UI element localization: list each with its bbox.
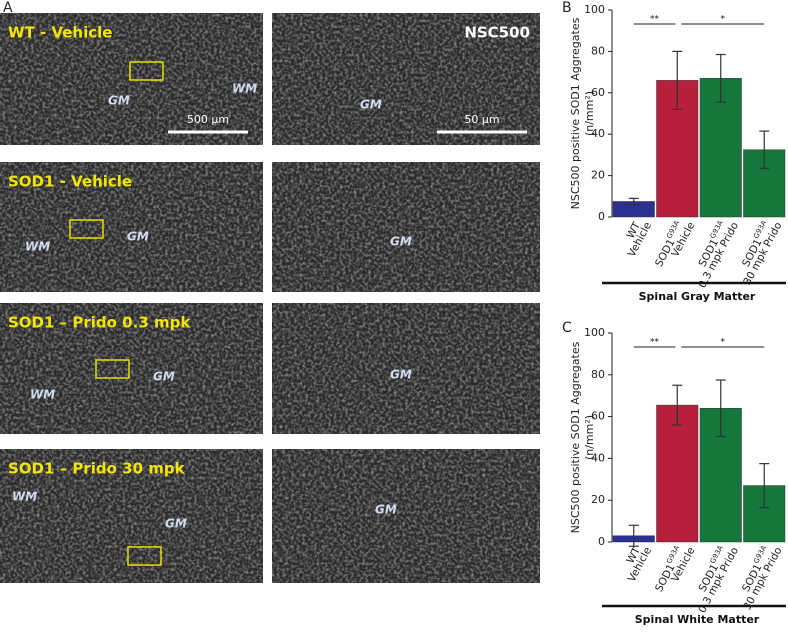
image-title: SOD1 – Prido 30 mpk	[8, 460, 186, 478]
roi-box	[69, 219, 104, 239]
image-title: NSC500	[464, 24, 530, 42]
region-label: GM	[108, 94, 130, 108]
y-tick-label: 80	[591, 44, 605, 57]
micrograph-texture	[272, 303, 540, 434]
significance-label: *	[721, 15, 726, 25]
micrograph-texture	[272, 13, 540, 145]
y-tick-label: 60	[591, 86, 605, 99]
micrograph-texture	[0, 303, 263, 434]
y-tick-label: 100	[584, 326, 605, 339]
micrograph-texture	[0, 449, 263, 583]
y-tick-label: 100	[584, 3, 605, 16]
y-axis-label: (n/mm²)	[583, 415, 596, 460]
region-label: WM	[25, 240, 50, 254]
region-label: WM	[30, 388, 55, 402]
micrograph-texture	[272, 449, 540, 583]
region-label: GM	[153, 370, 175, 384]
y-axis-label: NSC500 positive SOD1 Aggregates	[569, 341, 582, 533]
panel-label: B	[562, 0, 572, 16]
panel-label: C	[562, 320, 572, 336]
y-tick-label: 40	[591, 451, 605, 464]
y-tick-label: 80	[591, 368, 605, 381]
micrograph-texture	[272, 162, 540, 292]
region-label: GM	[165, 517, 187, 531]
image-title: WT - Vehicle	[8, 24, 112, 42]
y-tick-label: 20	[591, 493, 605, 506]
y-tick-label: 20	[591, 169, 605, 182]
y-axis-label: NSC500 positive SOD1 Aggregates	[569, 17, 582, 209]
image-title: SOD1 - Vehicle	[8, 173, 132, 191]
y-tick-label: 60	[591, 410, 605, 423]
y-tick-label: 40	[591, 127, 605, 140]
region-label: WM	[232, 82, 257, 96]
roi-box	[95, 359, 130, 379]
scale-bar-label: 50 µm	[464, 113, 499, 126]
region-label: GM	[360, 98, 382, 112]
panel-label: A	[3, 0, 13, 16]
roi-box	[127, 546, 162, 566]
y-tick-label: 0	[598, 210, 605, 223]
region-label: WM	[12, 490, 37, 504]
significance-label: **	[650, 338, 660, 348]
region-label: GM	[390, 235, 412, 249]
image-title: SOD1 – Prido 0.3 mpk	[8, 314, 191, 332]
region-label: GM	[390, 368, 412, 382]
significance-label: **	[650, 15, 660, 25]
x-axis-label: Spinal White Matter	[635, 613, 760, 626]
x-axis-label: Spinal Gray Matter	[639, 290, 756, 303]
region-label: GM	[127, 230, 149, 244]
y-axis-label: (n/mm²)	[583, 91, 596, 136]
micrograph-texture	[0, 13, 263, 145]
roi-box	[129, 61, 164, 81]
significance-label: *	[721, 338, 726, 348]
micrograph-texture	[0, 162, 263, 292]
region-label: GM	[375, 503, 397, 517]
bar	[656, 404, 699, 543]
y-tick-label: 0	[598, 535, 605, 548]
scale-bar-label: 500 µm	[187, 113, 229, 126]
